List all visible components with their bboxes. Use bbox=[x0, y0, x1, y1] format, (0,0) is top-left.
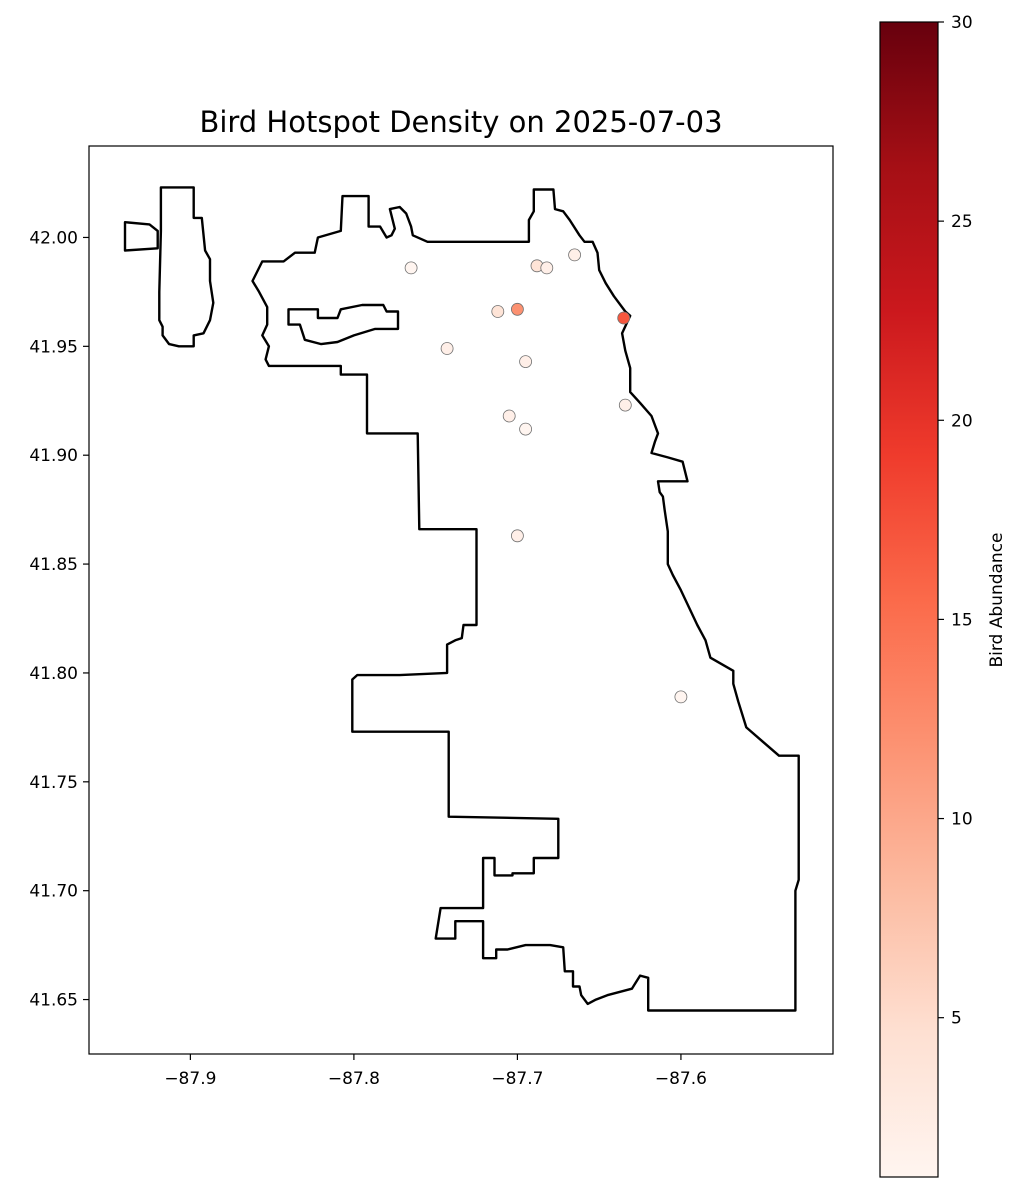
x-tick-label: −87.7 bbox=[491, 1069, 543, 1089]
colorbar-tick-label: 5 bbox=[951, 1009, 962, 1029]
hotspot-point-9[interactable] bbox=[519, 355, 532, 369]
hotspot-point-4[interactable] bbox=[568, 248, 581, 262]
colorbar-tick-label: 10 bbox=[951, 810, 973, 830]
colorbar-ticks: 5 10 15 20 25 30 bbox=[938, 13, 973, 1029]
boundary-city-outline bbox=[251, 188, 800, 1012]
x-tick-label: −87.9 bbox=[164, 1069, 216, 1089]
colorbar: 5 10 15 20 25 30 Bird Abundance bbox=[879, 13, 1007, 1178]
y-axis: 41.65 41.70 41.75 41.80 41.85 41.90 41.95 42.00 bbox=[29, 228, 89, 1011]
y-tick-label: 41.65 bbox=[29, 991, 78, 1011]
hotspot-point-7[interactable] bbox=[617, 311, 631, 325]
colorbar-tick-label: 20 bbox=[951, 411, 973, 431]
boundary-west-parcel bbox=[123, 220, 159, 252]
chart-title: Bird Hotspot Density on 2025-07-03 bbox=[199, 105, 722, 139]
hotspot-point-10[interactable] bbox=[618, 398, 632, 412]
colorbar-gradient bbox=[879, 21, 939, 1178]
hotspot-point-13[interactable] bbox=[511, 529, 524, 543]
plot-area bbox=[89, 146, 833, 1054]
x-tick-label: −87.8 bbox=[328, 1069, 380, 1089]
colorbar-tick-label: 25 bbox=[951, 212, 973, 232]
hotspot-point-8[interactable] bbox=[440, 342, 454, 355]
y-tick-label: 41.75 bbox=[29, 773, 78, 793]
y-tick-label: 42.00 bbox=[29, 228, 78, 248]
y-tick-label: 41.95 bbox=[29, 337, 78, 357]
y-tick-label: 41.90 bbox=[29, 446, 78, 466]
hotspot-point-1[interactable] bbox=[404, 261, 418, 275]
colorbar-tick-label: 15 bbox=[951, 610, 973, 630]
boundary-inner-hole bbox=[287, 303, 400, 346]
hotspot-point-6[interactable] bbox=[511, 302, 524, 316]
hotspot-point-5[interactable] bbox=[491, 305, 505, 318]
y-tick-label: 41.70 bbox=[29, 882, 78, 902]
hotspot-points bbox=[404, 248, 688, 704]
hotspot-point-3[interactable] bbox=[540, 261, 554, 275]
x-axis: −87.9 −87.8 −87.7 −87.6 bbox=[164, 1054, 707, 1089]
city-boundary bbox=[123, 186, 800, 1012]
colorbar-label: Bird Abundance bbox=[987, 532, 1007, 667]
y-tick-label: 41.85 bbox=[29, 555, 78, 575]
plot-frame bbox=[88, 145, 834, 1055]
boundary-ohare-parcel bbox=[158, 186, 215, 348]
y-tick-label: 41.80 bbox=[29, 664, 78, 684]
hotspot-point-12[interactable] bbox=[519, 422, 532, 436]
hotspot-point-14[interactable] bbox=[674, 690, 688, 704]
colorbar-tick-label: 30 bbox=[951, 13, 973, 33]
hotspot-point-11[interactable] bbox=[502, 409, 516, 423]
x-tick-label: −87.6 bbox=[655, 1069, 707, 1089]
